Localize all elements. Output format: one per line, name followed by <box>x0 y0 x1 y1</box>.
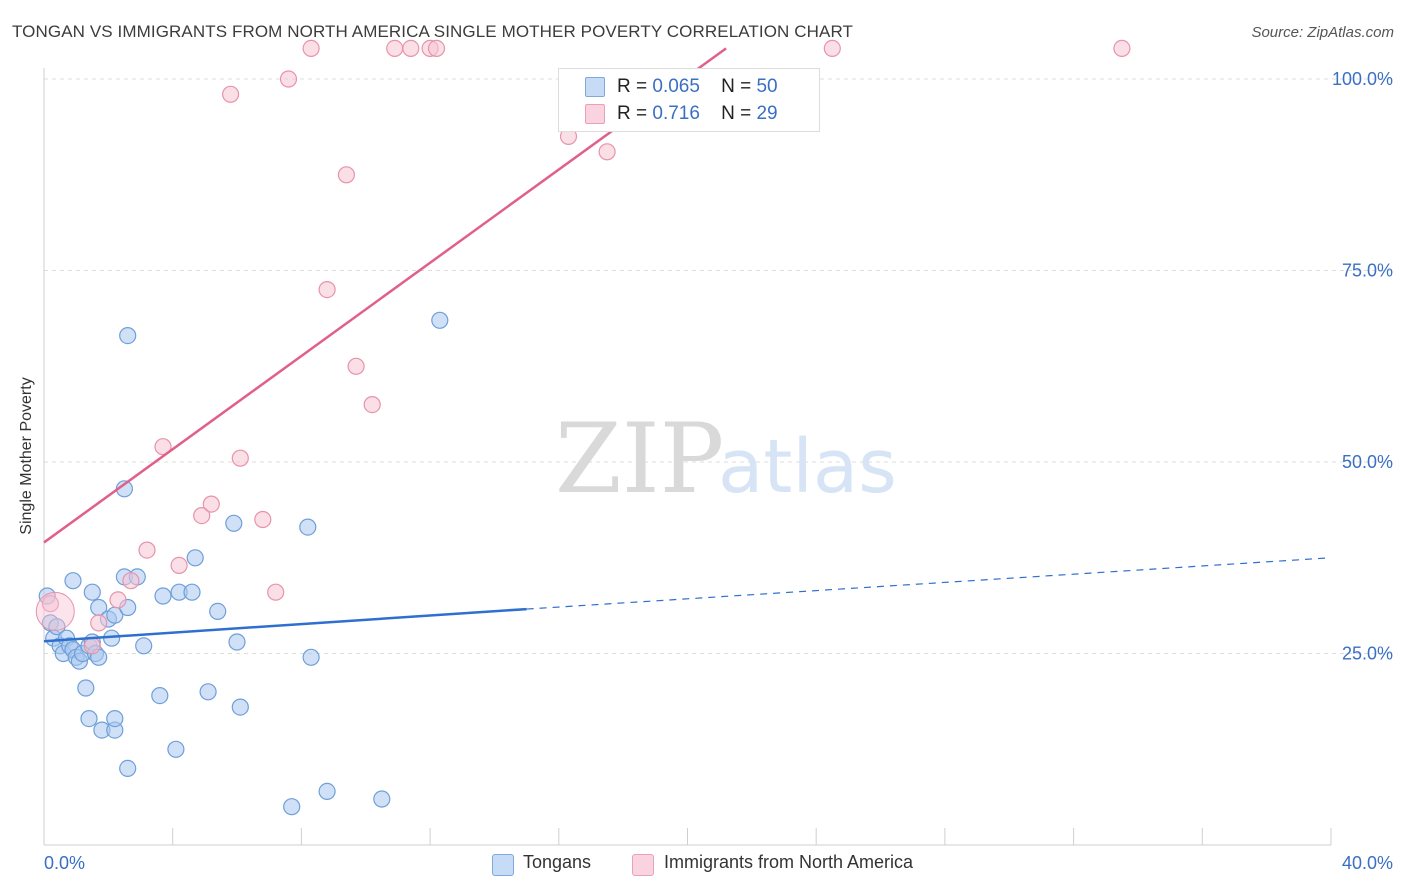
data-point <box>119 759 137 778</box>
data-point <box>193 506 211 525</box>
y-tick-label: 25.0% <box>1342 644 1393 664</box>
legend-swatch-immigrants <box>585 104 605 124</box>
data-point <box>41 595 60 613</box>
data-point <box>90 614 108 632</box>
source-label: Source: ZipAtlas.com <box>1251 24 1394 41</box>
data-point <box>183 583 201 601</box>
watermark: ZIP atlas <box>555 403 897 515</box>
trend-line-tongans <box>43 607 527 643</box>
legend: R = 0.065 N = 50 R = 0.716 N = 29 <box>558 68 820 132</box>
watermark-atlas: atlas <box>718 424 897 510</box>
data-point <box>823 39 841 58</box>
data-point <box>302 648 320 666</box>
data-point <box>222 85 240 103</box>
data-point <box>119 327 137 345</box>
data-point <box>80 709 98 728</box>
data-point <box>254 510 272 529</box>
trend-layer <box>43 47 1332 643</box>
series-layer <box>35 39 1131 816</box>
legend-n-label: N = <box>721 76 752 97</box>
data-point <box>138 541 156 559</box>
x-tick-label: 0.0% <box>44 853 85 873</box>
data-point <box>109 591 127 609</box>
data-point <box>337 166 355 184</box>
legend-text-tongans: R = 0.065 N = 50 <box>617 76 778 98</box>
series-tongans <box>38 311 449 816</box>
watermark-zip: ZIP <box>555 403 724 515</box>
data-point <box>231 698 249 716</box>
data-point <box>106 709 124 728</box>
bottom-legend-immigrants: Immigrants from North America <box>664 852 914 872</box>
legend-r-label: R = <box>617 103 648 124</box>
data-point <box>167 740 185 758</box>
data-point <box>363 396 381 414</box>
legend-swatch-tongans <box>585 77 605 97</box>
data-point <box>228 633 246 651</box>
data-point <box>347 357 365 375</box>
y-tick-label: 50.0% <box>1342 452 1393 472</box>
bottom-legend-tongans: Tongans <box>523 852 592 872</box>
data-point <box>170 556 188 575</box>
data-point <box>225 514 243 532</box>
data-point <box>186 549 204 567</box>
bottom-legend-swatch-tongans <box>492 854 514 876</box>
axes <box>43 68 1332 846</box>
data-point <box>231 449 249 467</box>
data-point <box>302 39 320 58</box>
data-point <box>151 686 169 705</box>
series-immigrants <box>41 39 1131 655</box>
data-point <box>209 602 227 621</box>
data-point <box>83 583 101 601</box>
legend-n-label: N = <box>721 103 752 124</box>
data-point <box>267 583 285 601</box>
y-tick-label: 100.0% <box>1332 69 1393 89</box>
bottom-legend-swatch-immigrants <box>632 854 654 876</box>
data-point <box>598 143 616 161</box>
data-point-large <box>35 591 75 631</box>
data-point <box>199 683 217 701</box>
data-point <box>77 679 95 697</box>
legend-r-value: 0.716 <box>652 103 700 124</box>
data-point <box>431 311 449 329</box>
tick-labels: 25.0% 50.0% 75.0% 100.0% 0.0% 40.0% <box>44 69 1393 873</box>
data-point <box>373 790 391 808</box>
legend-n-value: 29 <box>756 103 778 124</box>
data-point <box>202 495 220 513</box>
data-point <box>122 572 140 590</box>
data-point <box>283 798 301 816</box>
data-point <box>386 39 404 58</box>
data-point <box>154 587 172 605</box>
data-point <box>1113 39 1131 58</box>
legend-text-immigrants: R = 0.716 N = 29 <box>617 103 778 125</box>
legend-n-value: 50 <box>756 76 778 97</box>
x-tick-label: 40.0% <box>1342 853 1393 873</box>
y-axis-label: Single Mother Poverty <box>18 377 35 535</box>
legend-r-label: R = <box>617 76 648 97</box>
data-point <box>83 637 101 655</box>
data-point <box>299 518 317 536</box>
data-point <box>402 39 420 58</box>
grid-lines <box>44 78 1392 654</box>
y-tick-label: 75.0% <box>1342 261 1393 281</box>
data-point <box>318 281 336 299</box>
chart-title: TONGAN VS IMMIGRANTS FROM NORTH AMERICA … <box>12 22 854 41</box>
data-point <box>318 782 336 801</box>
data-point <box>64 572 82 590</box>
data-point <box>427 39 446 58</box>
trend-line-tongans-extension <box>526 557 1332 610</box>
legend-r-value: 0.065 <box>652 76 700 97</box>
data-point <box>279 70 298 88</box>
data-point <box>135 637 153 655</box>
